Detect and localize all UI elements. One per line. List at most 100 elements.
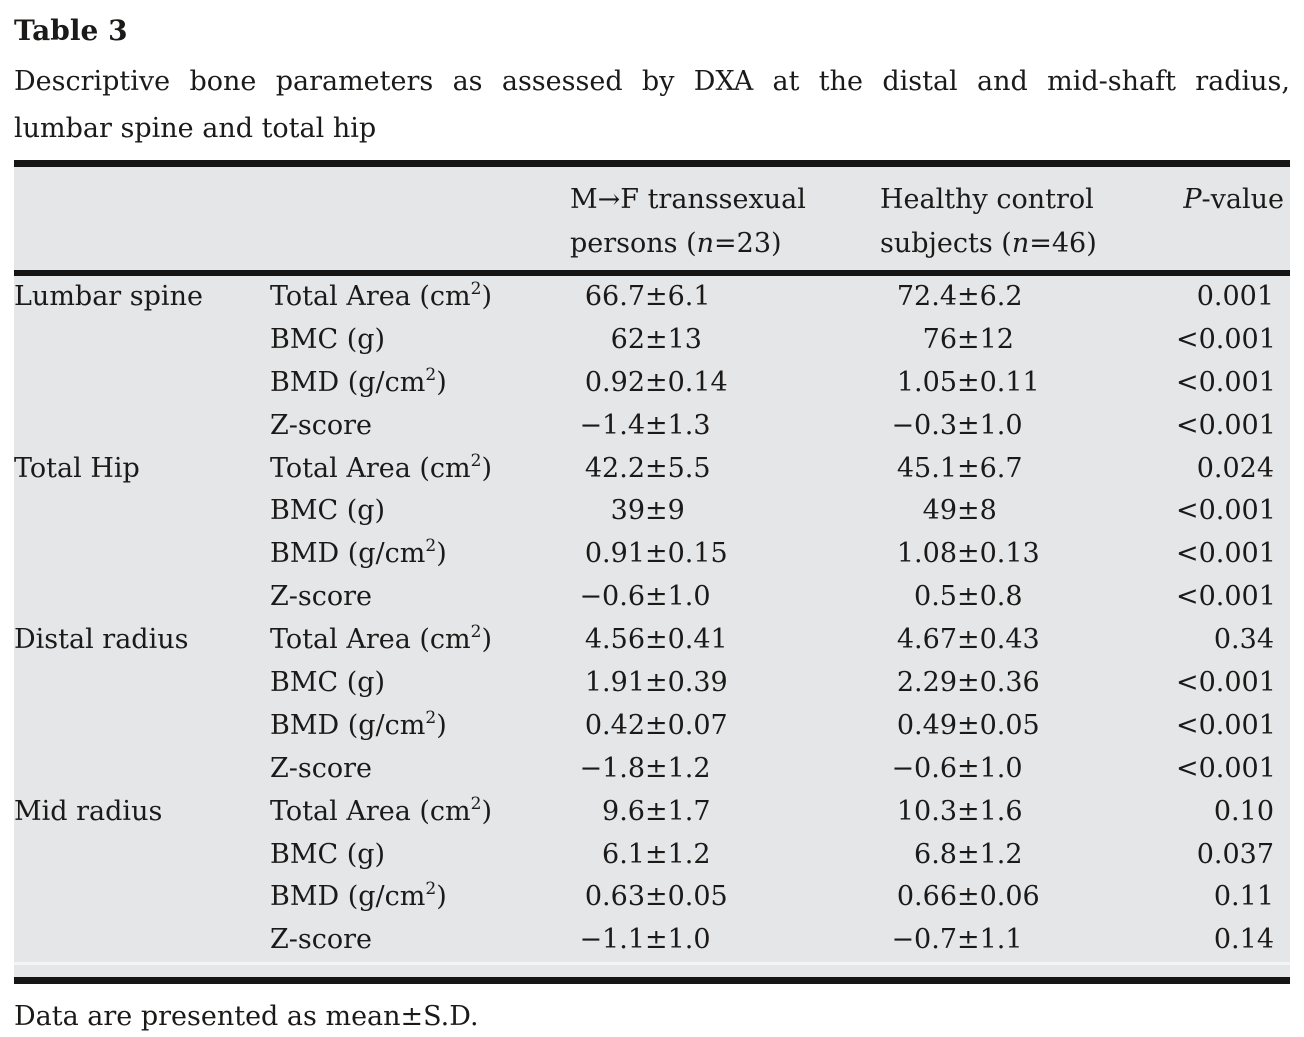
table-row: Z-score −0.6 ±1.0 0.5 ±0.8 <0.001 — [14, 576, 1290, 619]
table-title: Table 3 — [14, 14, 128, 47]
value-plusminus-sd: ±0.11 — [957, 366, 1040, 398]
value-plusminus-sd: ±13 — [645, 323, 702, 355]
row-group-label — [14, 490, 270, 533]
row-parameter-label: BMC (g) — [270, 490, 570, 533]
value-plusminus-sd: ±1.2 — [645, 838, 711, 870]
parameter-text: Z-score — [270, 409, 373, 441]
table-row: Z-score −1.4 ±1.3 −0.3 ±1.0 <0.001 — [14, 405, 1290, 448]
value-mean: 1.91 — [584, 667, 645, 699]
column-header-text: subjects ( — [880, 228, 1012, 259]
value-mean: 39 — [610, 495, 645, 527]
value-control: 4.67 ±0.43 — [880, 619, 1176, 662]
parameter-superscript: 2 — [425, 536, 437, 557]
value-control: −0.6 ±1.0 — [880, 748, 1176, 791]
value-pvalue: <0.001 — [1176, 366, 1276, 398]
value-mean: 45.1 — [896, 452, 957, 484]
value-mean: −0.6 — [579, 581, 645, 613]
value-plusminus-sd: ±1.0 — [957, 752, 1023, 784]
value-mean: 0.91 — [584, 538, 645, 570]
value-mean: −1.1 — [579, 924, 645, 956]
parameter-superscript: 2 — [425, 364, 437, 385]
row-group-label — [14, 748, 270, 791]
row-group-label: Distal radius — [14, 624, 189, 656]
row-group-label — [14, 876, 270, 919]
value-mean: 1.08 — [896, 538, 957, 570]
value-mean: −1.8 — [579, 752, 645, 784]
table-caption-line1: Descriptive bone parameters as assessed … — [14, 66, 1290, 97]
parameter-text: ) — [481, 281, 493, 312]
parameter-text: ) — [481, 452, 493, 484]
value-control: 76 ±12 — [880, 319, 1176, 362]
row-parameter-label: Total Area (cm2) — [270, 791, 570, 834]
value-plusminus-sd: ±0.8 — [957, 581, 1023, 613]
table-header-row: M→F transsexual persons (n=23) Healthy c… — [14, 167, 1290, 276]
value-mean: −0.7 — [891, 924, 957, 956]
value-mean: 0.5 — [914, 581, 957, 613]
header-spacer-parameter — [270, 178, 570, 266]
value-transsexual: 0.63 ±0.05 — [570, 876, 880, 919]
row-group-label — [14, 533, 270, 576]
table-row: Z-score −1.8 ±1.2 −0.6 ±1.0 <0.001 — [14, 748, 1290, 791]
table-row: BMD (g/cm2) 0.63 ±0.05 0.66 ±0.06 0.11 — [14, 876, 1290, 919]
value-mean: 0.63 — [584, 881, 645, 913]
table-row: BMD (g/cm2) 0.91 ±0.15 1.08 ±0.13 <0.001 — [14, 533, 1290, 576]
value-pvalue: 0.001 — [1196, 281, 1274, 312]
row-parameter-label: BMC (g) — [270, 319, 570, 362]
value-mean: 0.66 — [896, 881, 957, 913]
parameter-text: Total Area (cm — [270, 452, 471, 484]
value-transsexual: 6.1 ±1.2 — [570, 834, 880, 877]
value-mean: 62 — [610, 323, 645, 355]
column-header-line: M→F transsexual — [570, 184, 806, 215]
parameter-superscript: 2 — [470, 279, 482, 299]
parameter-text: BMC (g) — [270, 323, 386, 355]
value-plusminus-sd: ±1.0 — [957, 409, 1023, 441]
row-group-label — [14, 834, 270, 877]
parameter-text: ) — [481, 624, 493, 656]
value-mean: 6.1 — [602, 838, 645, 870]
value-pvalue: <0.001 — [1176, 667, 1276, 699]
parameter-text: Z-score — [270, 581, 373, 613]
value-pvalue: 0.34 — [1213, 624, 1274, 656]
row-parameter-label: Total Area (cm2) — [270, 619, 570, 662]
value-mean: 6.8 — [914, 838, 957, 870]
header-spacer-region — [14, 178, 270, 266]
parameter-superscript: 2 — [470, 793, 482, 814]
table-body: Lumbar spine Total Area (cm2) 66.7 ±6.1 72.4… — [14, 276, 1290, 962]
parameter-text: Total Area (cm — [270, 795, 471, 827]
value-control: 49 ±8 — [880, 490, 1176, 533]
value-transsexual: −1.4 ±1.3 — [570, 405, 880, 448]
value-mean: 0.42 — [584, 709, 645, 741]
value-plusminus-sd: ±8 — [957, 495, 997, 527]
value-pvalue: 0.14 — [1213, 924, 1274, 956]
table-bottom-hairline — [14, 962, 1290, 966]
value-pvalue: <0.001 — [1176, 538, 1276, 570]
parameter-superscript: 2 — [425, 879, 437, 900]
value-control: 1.08 ±0.13 — [880, 533, 1176, 576]
parameter-text: BMD (g/cm — [270, 709, 426, 741]
column-header-control-group: Healthy control subjects (n=46) — [880, 178, 1176, 266]
value-pvalue: 0.024 — [1196, 452, 1274, 484]
value-plusminus-sd: ±1.3 — [645, 409, 711, 441]
value-pvalue: <0.001 — [1176, 495, 1276, 527]
parameter-superscript: 2 — [470, 622, 482, 643]
parameter-text: BMC (g) — [270, 667, 386, 699]
table-row: BMD (g/cm2) 0.42 ±0.07 0.49 ±0.05 <0.001 — [14, 705, 1290, 748]
value-mean: 49 — [922, 495, 957, 527]
parameter-text: ) — [436, 538, 447, 570]
parameter-text: Total Area (cm — [270, 281, 471, 312]
value-mean: 10.3 — [896, 795, 957, 827]
row-parameter-label: BMD (g/cm2) — [270, 876, 570, 919]
value-mean: 9.6 — [602, 795, 645, 827]
table-row: Z-score −1.1 ±1.0 −0.7 ±1.1 0.14 — [14, 919, 1290, 962]
value-plusminus-sd: ±1.7 — [645, 795, 711, 827]
column-header-text: -value — [1201, 184, 1284, 215]
value-pvalue: <0.001 — [1176, 709, 1276, 741]
table-row: BMC (g) 1.91 ±0.39 2.29 ±0.36 <0.001 — [14, 662, 1290, 705]
table-row: Total Hip Total Area (cm2) 42.2 ±5.5 45.1 ±6.… — [14, 448, 1290, 491]
parameter-text: BMD (g/cm — [270, 881, 426, 913]
value-mean: −1.4 — [579, 409, 645, 441]
row-group-label — [14, 319, 270, 362]
row-parameter-label: BMD (g/cm2) — [270, 362, 570, 405]
value-plusminus-sd: ±1.0 — [645, 924, 711, 956]
table-row: BMC (g) 6.1 ±1.2 6.8 ±1.2 0.037 — [14, 834, 1290, 877]
